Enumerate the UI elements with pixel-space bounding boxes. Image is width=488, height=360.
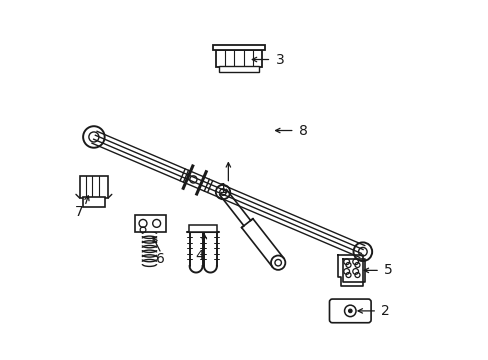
Text: 8: 8	[298, 123, 307, 138]
Text: 1: 1	[218, 182, 227, 196]
Text: 5: 5	[384, 264, 392, 277]
Text: 4: 4	[195, 249, 203, 264]
Bar	[189, 225, 217, 232]
FancyBboxPatch shape	[329, 299, 370, 323]
Bar	[219, 66, 258, 72]
Text: 3: 3	[275, 53, 284, 67]
Bar	[135, 215, 165, 232]
Bar	[212, 45, 265, 50]
Text: 2: 2	[381, 304, 389, 318]
Text: 7: 7	[74, 204, 83, 219]
Bar	[83, 197, 104, 207]
Circle shape	[348, 309, 351, 313]
Text: 6: 6	[156, 252, 164, 266]
Bar	[80, 176, 108, 198]
Bar	[215, 50, 262, 67]
